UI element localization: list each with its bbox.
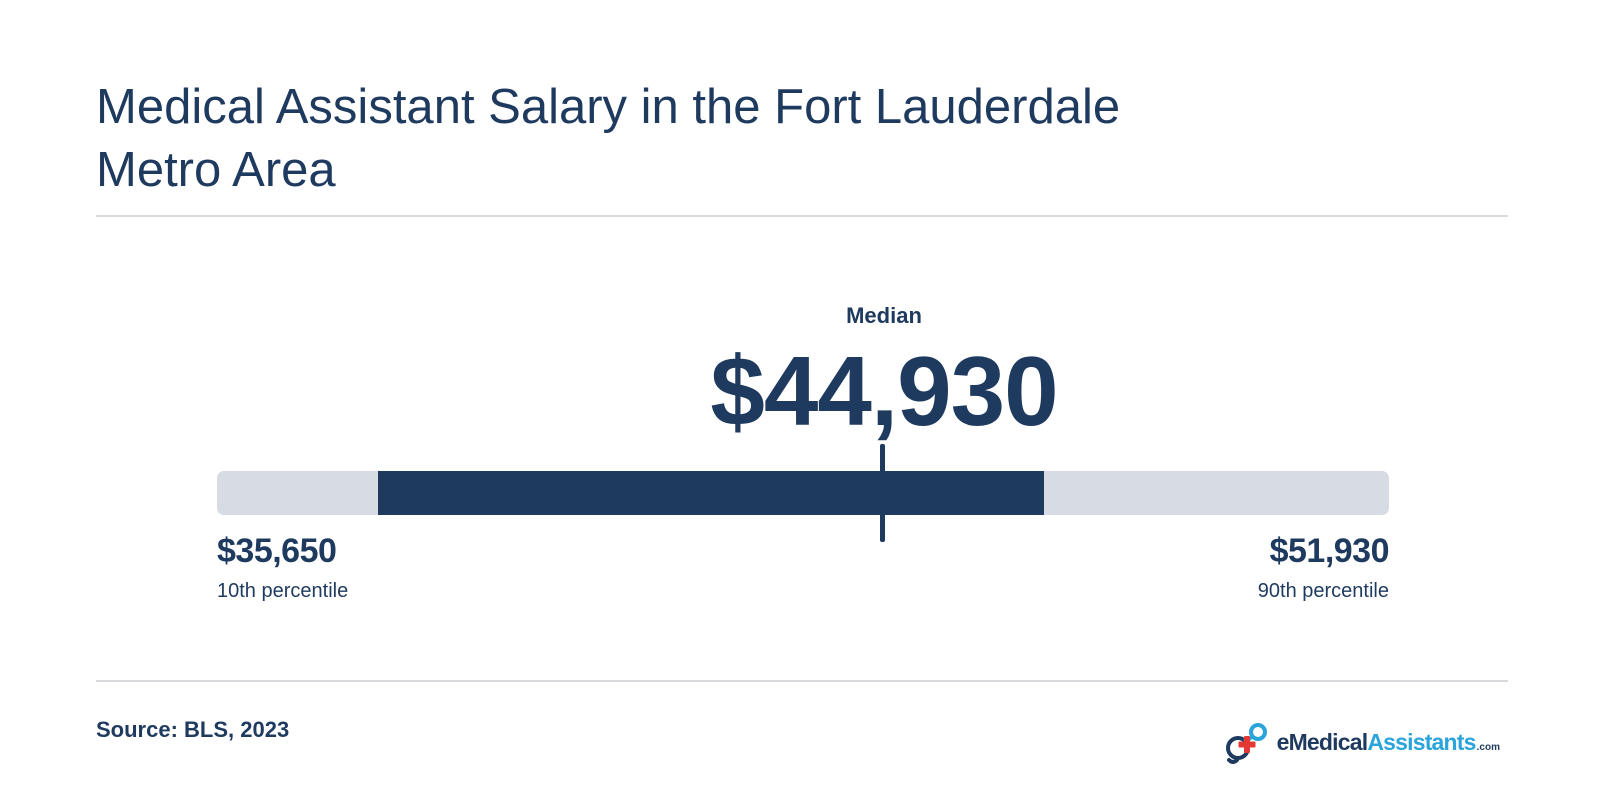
median-value: $44,930 bbox=[710, 336, 1058, 446]
salary-range-fill bbox=[377, 471, 1045, 515]
logo-text-medical: Medical bbox=[1288, 728, 1369, 755]
top-divider bbox=[96, 215, 1508, 217]
high-percentile-value: $51,930 bbox=[1269, 532, 1390, 570]
logo-text-assistants: Assistants bbox=[1367, 728, 1476, 755]
bottom-divider bbox=[96, 680, 1508, 682]
low-percentile-label: 10th percentile bbox=[217, 580, 349, 602]
high-percentile-label: 90th percentile bbox=[1257, 580, 1389, 602]
logo-text-com: .com bbox=[1476, 741, 1500, 753]
median-label: Median bbox=[846, 303, 922, 328]
median-marker bbox=[880, 444, 886, 542]
medical-cross-logo-icon bbox=[1225, 723, 1267, 764]
page-title: Medical Assistant Salary in the Fort Lau… bbox=[96, 80, 1121, 197]
brand-logo[interactable]: eMedicalAssistants.com bbox=[1223, 720, 1500, 764]
logo-wordmark: eMedicalAssistants.com bbox=[1277, 729, 1500, 756]
low-percentile-value: $35,650 bbox=[217, 532, 337, 570]
source-note: Source: BLS, 2023 bbox=[96, 717, 290, 742]
logo-text-e: e bbox=[1276, 728, 1290, 755]
